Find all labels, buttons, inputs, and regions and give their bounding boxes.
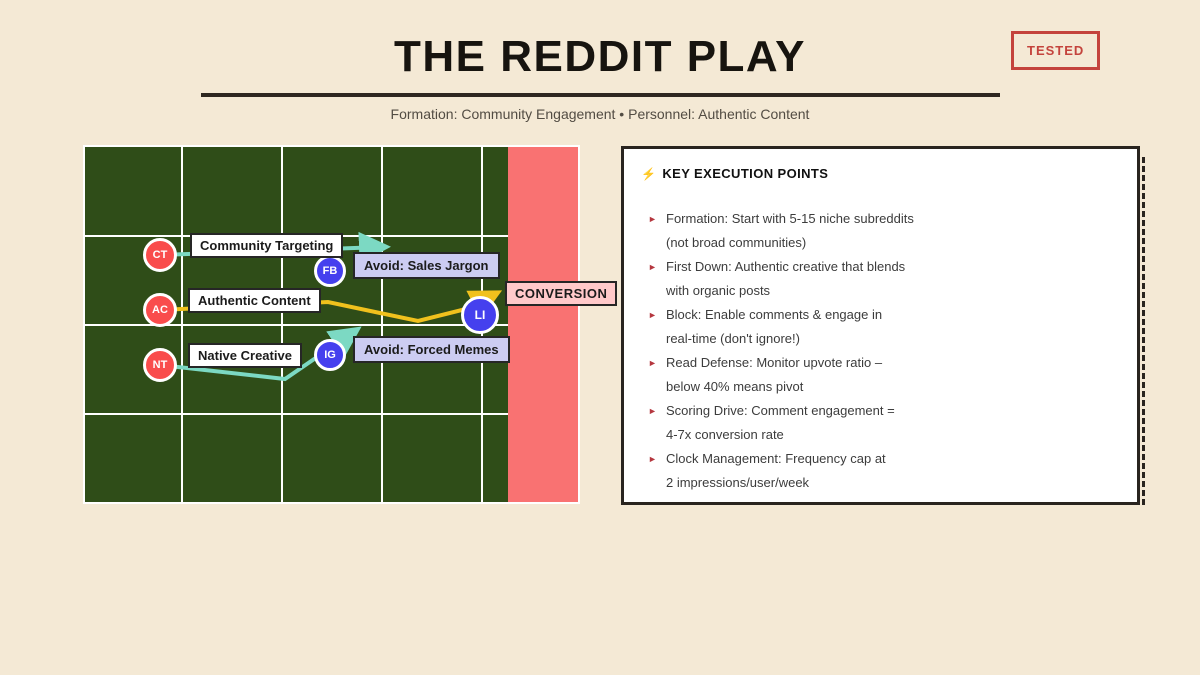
player-marker-ct: CT <box>143 238 177 272</box>
panel-title: ⚡ KEY EXECUTION POINTS <box>624 149 1137 181</box>
point-item-cont: real-time (don't ignore!) <box>666 331 800 346</box>
lightning-icon: ⚡ <box>641 167 657 181</box>
point-item-cont: (not broad communities) <box>666 235 807 250</box>
label-authentic-content: Authentic Content <box>188 288 321 313</box>
point-text: Clock Management: Frequency cap at <box>666 451 886 466</box>
points-list: ► Formation: Start with 5-15 niche subred… <box>624 207 1137 495</box>
point-item-cont: with organic posts <box>666 283 771 298</box>
player-marker-ac: AC <box>143 293 177 327</box>
point-item: ► Scoring Drive: Comment engagement = <box>648 399 1137 423</box>
football-field: CT AC NT FB LI IG Community Targeting Au… <box>83 145 618 504</box>
page-subtitle: Formation: Community Engagement • Person… <box>390 106 810 122</box>
point-text: Scoring Drive: Comment engagement = <box>666 403 895 418</box>
point-item-cont: 4-7x conversion rate <box>666 427 784 442</box>
player-marker-li: LI <box>461 296 499 334</box>
warning-sales-jargon: Avoid: Sales Jargon <box>353 252 500 279</box>
point-text: Formation: Start with 5-15 niche subredd… <box>666 211 914 226</box>
label-native-creative: Native Creative <box>188 343 302 368</box>
field-grid-hline <box>85 413 578 415</box>
conversion-label: CONVERSION <box>505 281 618 306</box>
point-text: Read Defense: Monitor upvote ratio – <box>666 355 883 370</box>
triangle-bullet-icon: ► <box>648 214 657 224</box>
triangle-bullet-icon: ► <box>648 262 657 272</box>
field-grid-hline <box>85 324 578 326</box>
title-underline <box>201 93 1000 97</box>
point-item: ► Block: Enable comments & engage in <box>648 303 1137 327</box>
label-community-targeting: Community Targeting <box>190 233 344 258</box>
point-text: First Down: Authentic creative that blen… <box>666 259 906 274</box>
triangle-bullet-icon: ► <box>648 454 657 464</box>
point-item: ► Read Defense: Monitor upvote ratio – <box>648 351 1137 375</box>
panel-title-text: KEY EXECUTION POINTS <box>662 166 829 181</box>
player-marker-ig: IG <box>314 339 346 371</box>
point-item-cont: below 40% means pivot <box>666 379 804 394</box>
warning-forced-memes: Avoid: Forced Memes <box>353 336 510 363</box>
key-points-panel: ⚡ KEY EXECUTION POINTS ► Formation: Start … <box>621 146 1145 505</box>
triangle-bullet-icon: ► <box>648 358 657 368</box>
player-marker-nt: NT <box>143 348 177 382</box>
point-text: Block: Enable comments & engage in <box>666 307 883 322</box>
conversion-endzone <box>508 147 578 502</box>
point-item-cont: 2 impressions/user/week <box>666 475 810 490</box>
tested-badge: TESTED <box>1011 31 1101 70</box>
point-item: ► Formation: Start with 5-15 niche subred… <box>648 207 1137 231</box>
triangle-bullet-icon: ► <box>648 310 657 320</box>
page-title: THE REDDIT PLAY <box>393 32 807 81</box>
triangle-bullet-icon: ► <box>648 406 657 416</box>
point-item: ► Clock Management: Frequency cap at <box>648 447 1137 471</box>
point-item: ► First Down: Authentic creative that ble… <box>648 255 1137 279</box>
player-marker-fb: FB <box>314 255 346 287</box>
